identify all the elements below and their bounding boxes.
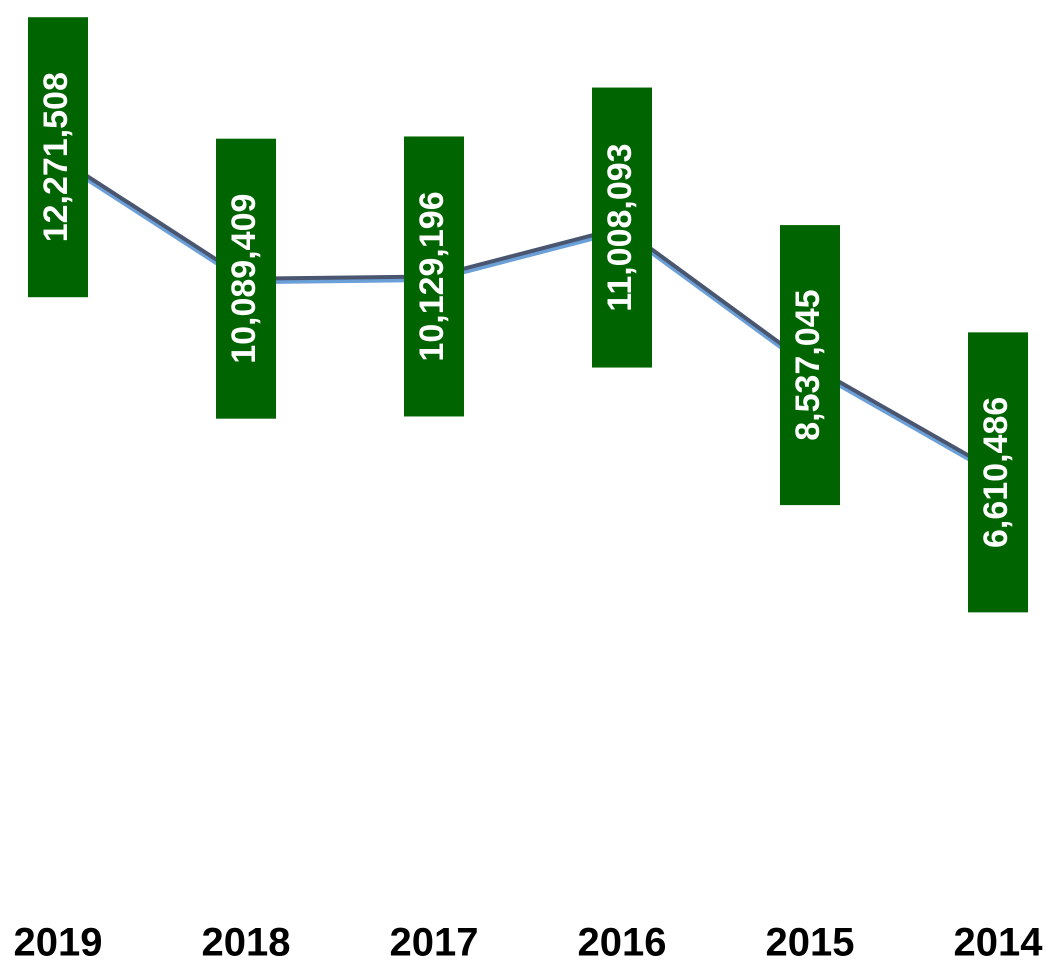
value-label-box bbox=[968, 332, 1028, 613]
x-tick-label: 2014 bbox=[954, 921, 1044, 965]
value-label: 11,008,093 bbox=[601, 143, 639, 311]
line-shadow bbox=[56, 158, 1000, 478]
value-label: 10,129,196 bbox=[413, 191, 451, 361]
lines bbox=[56, 155, 1000, 478]
x-tick-label: 2015 bbox=[766, 921, 855, 965]
line bbox=[56, 155, 999, 475]
value-label-box bbox=[592, 87, 652, 368]
value-label-box bbox=[404, 136, 464, 417]
value-label: 6,610,486 bbox=[977, 397, 1015, 548]
value-label: 8,537,045 bbox=[789, 289, 827, 440]
x-tick-label: 2018 bbox=[202, 921, 291, 965]
value-label-box bbox=[28, 17, 88, 298]
value-label: 12,271,508 bbox=[37, 72, 75, 242]
x-tick-label: 2019 bbox=[14, 921, 103, 965]
value-label-box bbox=[216, 138, 276, 419]
x-tick-label: 2017 bbox=[390, 921, 479, 965]
drop-lines bbox=[57, 157, 999, 896]
x-tick-label: 2016 bbox=[578, 921, 667, 965]
value-labels: 12,271,508 10,089,409 10,129,196 11,008,093… bbox=[28, 17, 1028, 613]
value-label: 10,089,409 bbox=[225, 194, 263, 364]
value-label-box bbox=[780, 225, 840, 506]
